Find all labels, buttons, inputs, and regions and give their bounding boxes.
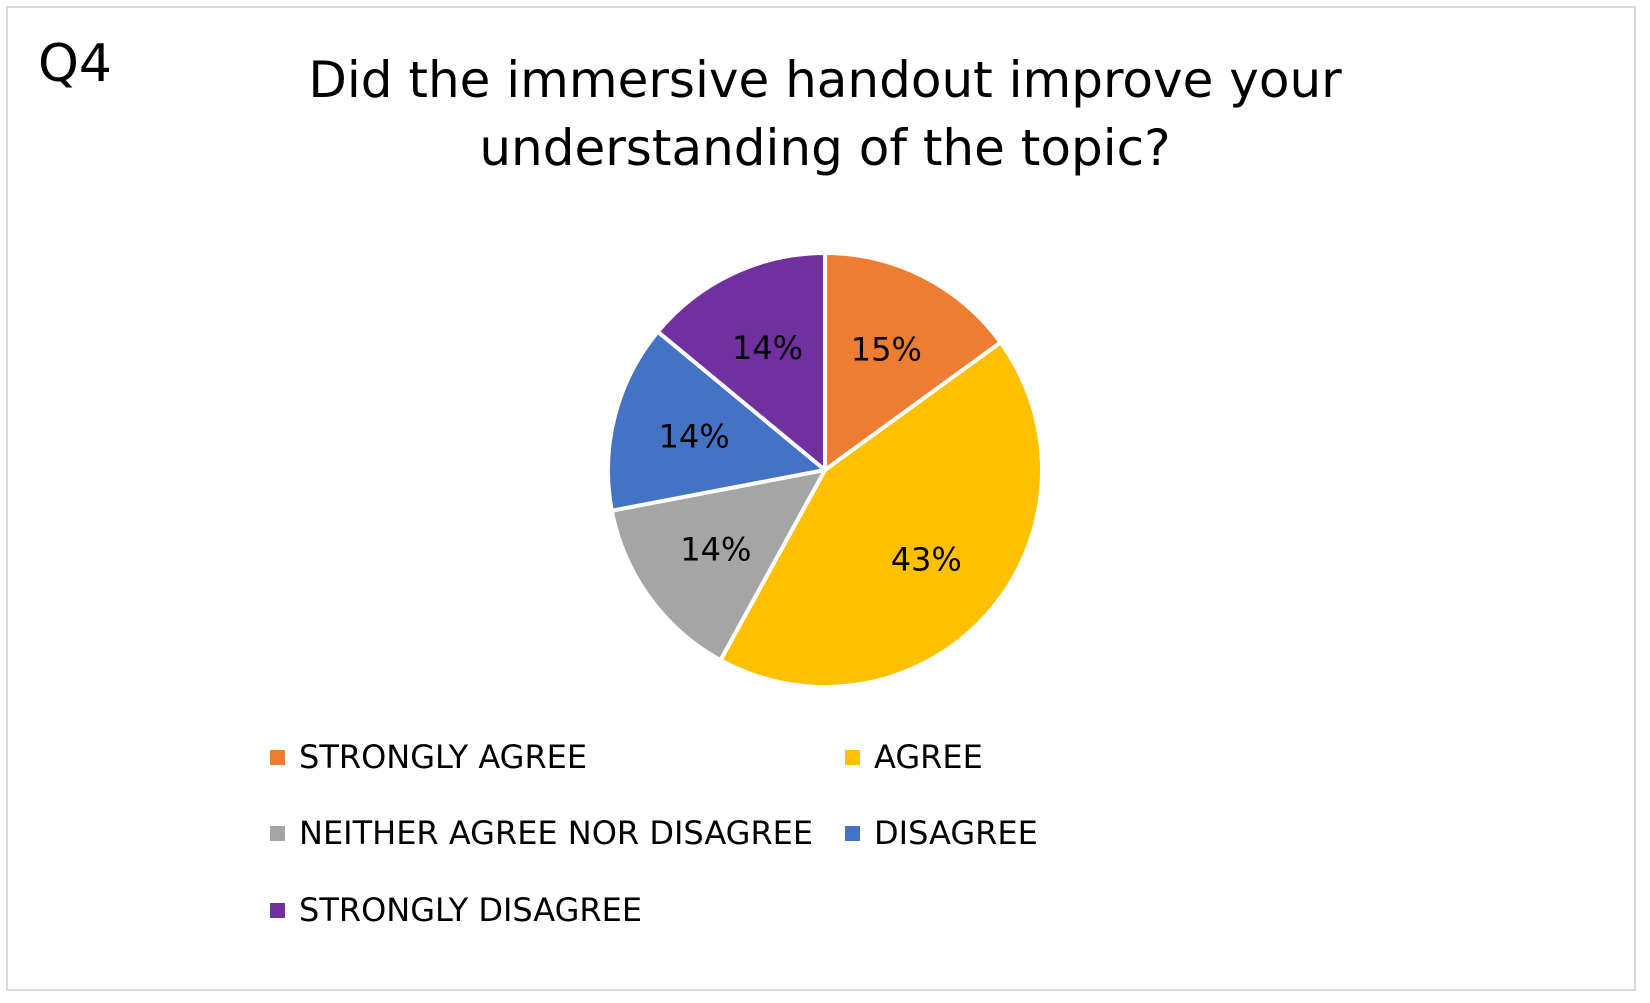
pie-slice-agree [718,340,1044,690]
legend-swatch [845,749,860,765]
legend-label: AGREE [874,738,983,776]
data-label-strongly-disagree: 14% [732,329,803,367]
legend-swatch [270,749,285,765]
pie-slice-disagree [606,329,827,513]
legend-swatch [270,825,285,841]
legend-item-strongly-disagree: STRONGLY DISAGREE [270,890,642,930]
pie-slice-strongly-agree [823,251,1003,472]
data-label-strongly-agree: 15% [851,331,922,369]
legend-label: NEITHER AGREE NOR DISAGREE [299,814,814,852]
legend-swatch [270,902,285,918]
legend-label: DISAGREE [874,814,1038,852]
pie-slice-strongly-disagree [655,251,827,472]
pie-slice-neither-agree-nor-disagree [609,468,827,663]
data-label-neither-agree-nor-disagree: 14% [680,530,751,568]
chart-title-line-1: Did the immersive handout improve your [308,51,1342,109]
data-label-disagree: 14% [659,417,730,455]
question-label: Q4 [38,34,113,94]
legend-item-strongly-agree: STRONGLY AGREE [270,737,587,777]
legend-swatch [845,825,860,841]
chart-title-line-2: understanding of the topic? [479,119,1171,177]
chart-title: Did the immersive handout improve your u… [230,46,1420,182]
legend-label: STRONGLY AGREE [299,738,588,776]
legend-item-disagree: DISAGREE [845,813,1038,853]
legend-item-agree: AGREE [845,737,983,777]
legend-label: STRONGLY DISAGREE [299,891,643,929]
data-label-agree: 43% [891,540,962,578]
legend-item-neither-agree-nor-disagree: NEITHER AGREE NOR DISAGREE [270,813,813,853]
